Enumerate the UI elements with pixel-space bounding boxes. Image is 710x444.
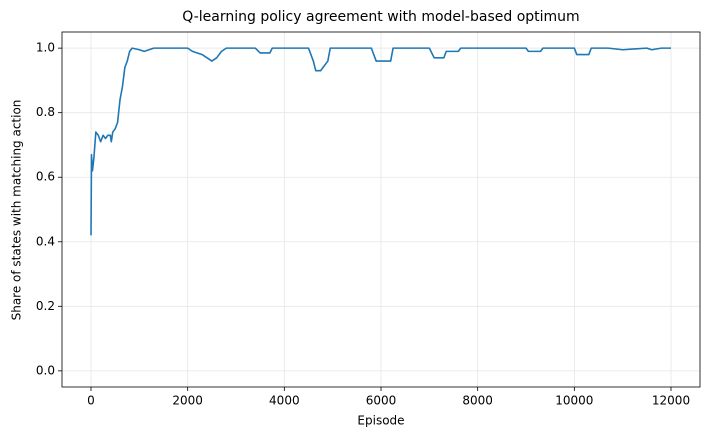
x-tick-label: 0 — [87, 394, 95, 408]
x-axis-label: Episode — [357, 414, 404, 428]
x-tick-label: 2000 — [172, 394, 203, 408]
y-axis-label: Share of states with matching action — [10, 100, 24, 321]
data-line — [90, 47, 671, 236]
y-tick-label: 1.0 — [36, 41, 55, 55]
x-tick-label: 4000 — [269, 394, 300, 408]
x-tick-label: 12000 — [652, 394, 690, 408]
chart-title: Q-learning policy agreement with model-b… — [182, 9, 579, 25]
x-tick-label: 8000 — [462, 394, 493, 408]
x-tick-label: 10000 — [555, 394, 593, 408]
y-tick-label: 0.2 — [36, 299, 55, 313]
y-tick-label: 0.8 — [36, 105, 55, 119]
x-tick-label: 6000 — [366, 394, 397, 408]
plot-frame — [61, 31, 701, 388]
y-tick-label: 0.4 — [36, 234, 55, 248]
y-tick-label: 0.6 — [36, 170, 55, 184]
y-tick-label: 0.0 — [36, 363, 55, 377]
